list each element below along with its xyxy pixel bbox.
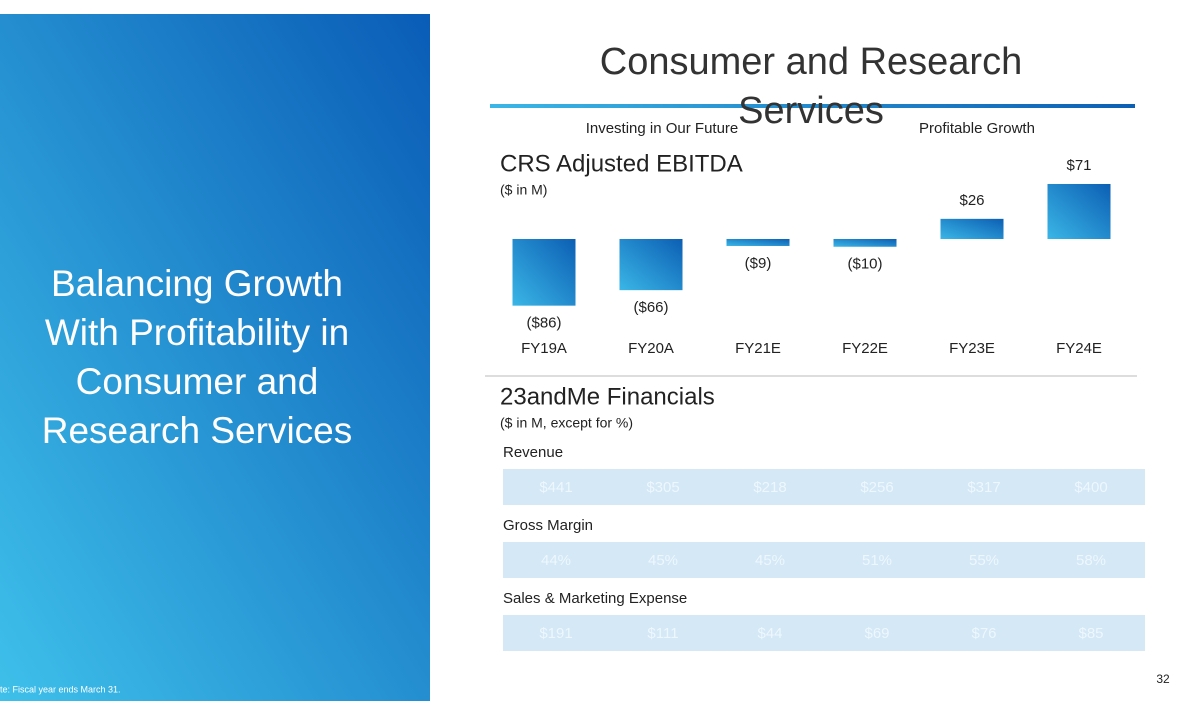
cell: 51% — [862, 552, 892, 569]
cell: $76 — [971, 625, 996, 642]
x-tick-label: FY20A — [628, 340, 674, 357]
value-label: ($86) — [526, 315, 561, 332]
cell: $256 — [860, 479, 893, 496]
value-label: ($9) — [745, 255, 772, 272]
cell: 45% — [648, 552, 678, 569]
value-label: $26 — [959, 192, 984, 209]
cell: 55% — [969, 552, 999, 569]
slide-title: Consumer and Research — [600, 41, 1022, 83]
x-tick-label: FY21E — [735, 340, 781, 357]
footnote: te: Fiscal year ends March 31. — [0, 684, 121, 694]
side-title: With Profitability in — [45, 312, 349, 353]
cell: 58% — [1076, 552, 1106, 569]
side-panel — [0, 14, 430, 701]
title-rule — [490, 104, 1135, 108]
row-band — [503, 615, 1145, 651]
bar — [940, 218, 1004, 239]
value-label: $71 — [1066, 157, 1091, 174]
row-label: Gross Margin — [503, 517, 593, 534]
bar — [833, 239, 897, 247]
value-label: ($10) — [847, 256, 882, 273]
cell: $191 — [539, 625, 572, 642]
chart-title: CRS Adjusted EBITDA — [500, 150, 743, 177]
side-title: Research Services — [42, 410, 353, 451]
cell: $305 — [646, 479, 679, 496]
bar — [619, 239, 683, 291]
row-label: Sales & Marketing Expense — [503, 590, 687, 607]
cell: $218 — [753, 479, 786, 496]
side-title: Consumer and — [76, 361, 319, 402]
slide-title: Services — [738, 90, 884, 132]
bar — [512, 239, 576, 306]
x-tick-label: FY24E — [1056, 340, 1102, 357]
cell: $111 — [647, 625, 678, 642]
cell: $85 — [1078, 625, 1103, 642]
row-label: Revenue — [503, 444, 563, 461]
cell: $44 — [757, 625, 782, 642]
x-tick-label: FY19A — [521, 340, 567, 357]
value-label: ($66) — [633, 299, 668, 316]
cell: 45% — [755, 552, 785, 569]
chart-subtitle: ($ in M) — [500, 182, 547, 198]
row-band — [503, 542, 1145, 578]
section-label: Investing in Our Future — [586, 120, 739, 137]
side-title: Balancing Growth — [51, 263, 343, 304]
section-label: Profitable Growth — [919, 120, 1035, 137]
bar — [1047, 183, 1111, 239]
cell: $317 — [967, 479, 1000, 496]
cell: 44% — [541, 552, 571, 569]
table-title: 23andMe Financials — [500, 383, 715, 410]
cell: $441 — [539, 479, 572, 496]
page-number: 32 — [1156, 672, 1170, 686]
table-subtitle: ($ in M, except for %) — [500, 415, 633, 431]
bar — [726, 239, 790, 246]
cell: $69 — [864, 625, 889, 642]
row-band — [503, 469, 1145, 505]
x-tick-label: FY23E — [949, 340, 995, 357]
x-tick-label: FY22E — [842, 340, 888, 357]
cell: $400 — [1074, 479, 1107, 496]
